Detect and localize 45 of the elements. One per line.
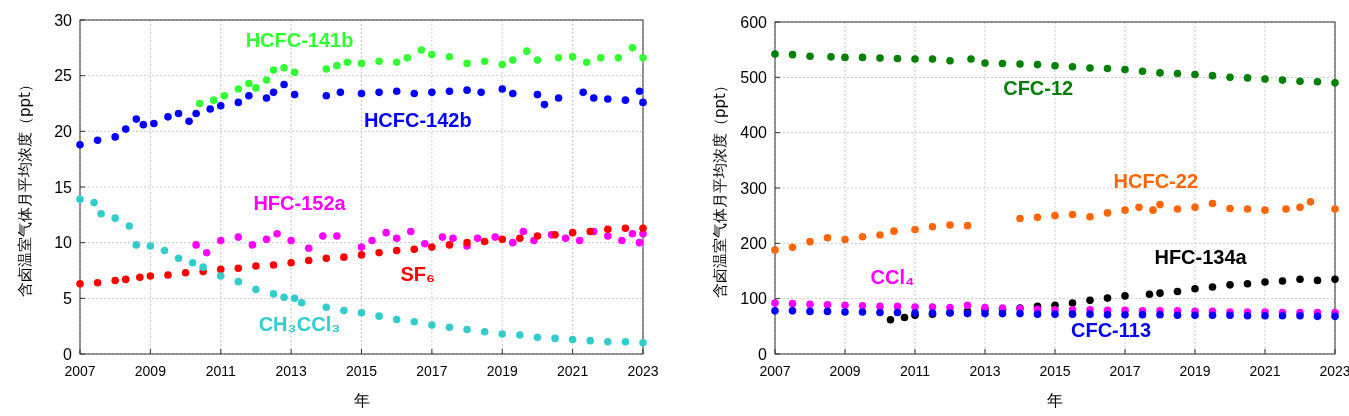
x-axis-title: 年 <box>1047 391 1063 410</box>
y-axis-title: 含卤温室气体月平均浓度（ppt） <box>16 77 34 297</box>
y-tick-label: 0 <box>758 345 768 363</box>
series-label: HFC-152a <box>253 192 347 215</box>
x-tick-label: 2009 <box>829 363 861 379</box>
series-label: HCFC-141b <box>245 28 354 51</box>
y-tick-label: 30 <box>54 11 73 29</box>
x-tick-label: 2013 <box>275 363 307 379</box>
x-tick-label: 2009 <box>134 363 167 379</box>
y-tick-label: 400 <box>740 124 768 142</box>
x-axis-title: 年 <box>353 391 370 410</box>
x-tick-label: 2007 <box>759 363 791 379</box>
x-tick-label: 2007 <box>64 363 96 379</box>
x-tick-label: 2021 <box>1249 363 1281 379</box>
x-tick-label: 2017 <box>1109 363 1141 379</box>
x-tick-label: 2013 <box>969 363 1001 379</box>
y-tick-label: 100 <box>740 290 768 308</box>
y-tick-label: 15 <box>54 178 73 196</box>
y-tick-label: 5 <box>63 289 73 307</box>
series-label: HCFC-142b <box>363 108 472 131</box>
series-label: CCl₄ <box>870 266 915 289</box>
y-tick-label: 25 <box>54 67 73 85</box>
series-label: CH₃CCl₃ <box>258 312 341 335</box>
x-tick-label: 2015 <box>345 363 378 379</box>
series-label: HFC-134a <box>1154 246 1248 269</box>
x-tick-label: 2019 <box>1179 363 1211 379</box>
y-tick-label: 600 <box>740 13 768 31</box>
y-tick-label: 20 <box>54 122 73 140</box>
y-tick-label: 10 <box>54 234 73 252</box>
x-tick-label: 2023 <box>627 363 659 379</box>
series-label: CFC-12 <box>1003 77 1074 100</box>
y-tick-label: 500 <box>740 68 768 86</box>
series-label: CFC-113 <box>1070 319 1152 342</box>
series-label: HCFC-22 <box>1113 170 1199 192</box>
x-tick-label: 2011 <box>899 363 931 379</box>
x-tick-label: 2019 <box>486 363 519 379</box>
series-label: SF₆ <box>400 262 436 285</box>
x-tick-label: 2011 <box>205 363 237 379</box>
y-tick-label: 300 <box>740 179 768 197</box>
y-axis-title: 含卤温室气体月平均浓度（ppt） <box>711 78 729 298</box>
y-tick-label: 200 <box>740 234 768 252</box>
y-tick-label: 0 <box>63 345 73 363</box>
x-tick-label: 2017 <box>416 363 448 379</box>
x-tick-label: 2021 <box>557 363 589 379</box>
x-tick-label: 2015 <box>1039 363 1071 379</box>
